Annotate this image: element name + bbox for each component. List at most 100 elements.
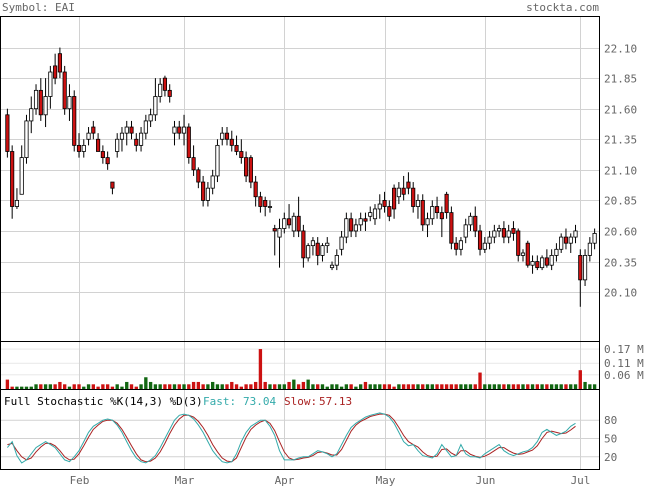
candle-body bbox=[411, 187, 416, 207]
date-tick-label: Mar bbox=[175, 474, 195, 486]
volume-bar bbox=[497, 384, 501, 389]
candle-body bbox=[377, 203, 382, 210]
candle-body bbox=[196, 169, 201, 183]
candle-body bbox=[511, 228, 516, 234]
candle-body bbox=[392, 187, 397, 210]
fast-value: 73.04 bbox=[243, 395, 276, 408]
volume-bar bbox=[129, 384, 134, 389]
volume-bar bbox=[573, 384, 578, 389]
candle-body bbox=[263, 199, 268, 207]
volume-bar bbox=[287, 381, 291, 389]
volume-bar bbox=[339, 386, 344, 389]
candle bbox=[286, 204, 292, 229]
price-tick-label: 22.10 bbox=[604, 43, 637, 56]
volume-bar bbox=[335, 384, 339, 389]
volume-bar bbox=[34, 384, 38, 389]
volume-bar bbox=[282, 384, 286, 389]
candle bbox=[420, 194, 425, 231]
candle bbox=[62, 65, 67, 115]
candle-body bbox=[334, 255, 339, 266]
candle-body bbox=[86, 132, 91, 140]
volume-bar bbox=[153, 384, 158, 389]
candle-body bbox=[329, 264, 335, 269]
candle bbox=[315, 237, 320, 266]
candle-body bbox=[492, 230, 497, 238]
stochastic-tick-label: 20 bbox=[604, 451, 617, 464]
volume-bar bbox=[220, 384, 224, 389]
site-link[interactable]: stockta.com bbox=[526, 1, 599, 14]
candle bbox=[401, 175, 406, 201]
candle bbox=[415, 194, 421, 219]
volume-bar bbox=[58, 381, 62, 389]
price-tick-label: 20.60 bbox=[604, 226, 637, 239]
candle bbox=[76, 133, 82, 158]
date-tick-label: Jun bbox=[476, 474, 496, 486]
candle-body bbox=[349, 218, 354, 232]
candle-body bbox=[587, 242, 592, 256]
volume-bar bbox=[230, 381, 234, 389]
candle bbox=[363, 212, 368, 231]
candle-body bbox=[372, 208, 378, 220]
volume-bar bbox=[263, 381, 267, 389]
volume-bar bbox=[277, 384, 282, 389]
candle bbox=[563, 228, 569, 250]
candle bbox=[153, 78, 158, 121]
date-tick-label: Apr bbox=[275, 474, 295, 486]
price-axis: 22.10 21.85 21.60 21.35 21.10 20.85 20.60 20.35… bbox=[604, 43, 637, 300]
volume-bar bbox=[425, 384, 430, 389]
volume-bar bbox=[530, 384, 535, 389]
candle bbox=[573, 224, 578, 244]
candle-body bbox=[401, 187, 406, 195]
volume-bar bbox=[292, 379, 296, 389]
candle bbox=[53, 53, 58, 85]
volume-bar bbox=[526, 384, 530, 389]
candle-body bbox=[205, 187, 210, 201]
volume-bar bbox=[196, 381, 201, 389]
candle bbox=[578, 249, 583, 307]
candle bbox=[105, 151, 110, 170]
volume-bar bbox=[459, 384, 463, 389]
candle bbox=[191, 145, 196, 176]
candle-body bbox=[191, 157, 196, 171]
volume-bar bbox=[39, 384, 43, 389]
candle bbox=[458, 237, 464, 256]
candle bbox=[463, 218, 468, 244]
volume-bar bbox=[215, 384, 220, 389]
candle-body bbox=[172, 126, 177, 134]
volume-bar bbox=[401, 384, 406, 389]
volume-bar bbox=[411, 384, 415, 389]
volume-bar bbox=[363, 381, 368, 389]
date-axis: Feb Mar Apr May Jun Jul bbox=[70, 474, 591, 486]
candle bbox=[516, 228, 521, 262]
candle-body bbox=[258, 196, 263, 207]
candle bbox=[96, 133, 101, 152]
volume-bar bbox=[559, 384, 563, 389]
candle-body bbox=[19, 157, 24, 195]
candle-body bbox=[53, 65, 58, 79]
candle bbox=[277, 218, 282, 268]
candle bbox=[535, 255, 540, 271]
candle-body bbox=[81, 144, 86, 152]
candle bbox=[81, 139, 86, 158]
candle-body bbox=[315, 242, 320, 256]
candle-body bbox=[530, 261, 535, 266]
candle bbox=[368, 206, 373, 222]
candle-body bbox=[592, 233, 597, 244]
candle-body bbox=[306, 245, 311, 259]
candle-body bbox=[134, 138, 139, 146]
candle bbox=[296, 196, 301, 238]
candle-body bbox=[124, 126, 129, 134]
candle bbox=[86, 127, 91, 146]
candle bbox=[544, 249, 549, 268]
volume-bar bbox=[144, 377, 148, 389]
candle bbox=[477, 224, 483, 256]
candle-body bbox=[119, 132, 125, 140]
candle bbox=[215, 139, 220, 183]
candle-body bbox=[368, 212, 373, 217]
volume-bar bbox=[24, 386, 29, 389]
volume-bar bbox=[301, 381, 306, 389]
volume-bar bbox=[473, 384, 477, 389]
volume-bar bbox=[416, 384, 420, 389]
volume-bar bbox=[249, 384, 253, 389]
